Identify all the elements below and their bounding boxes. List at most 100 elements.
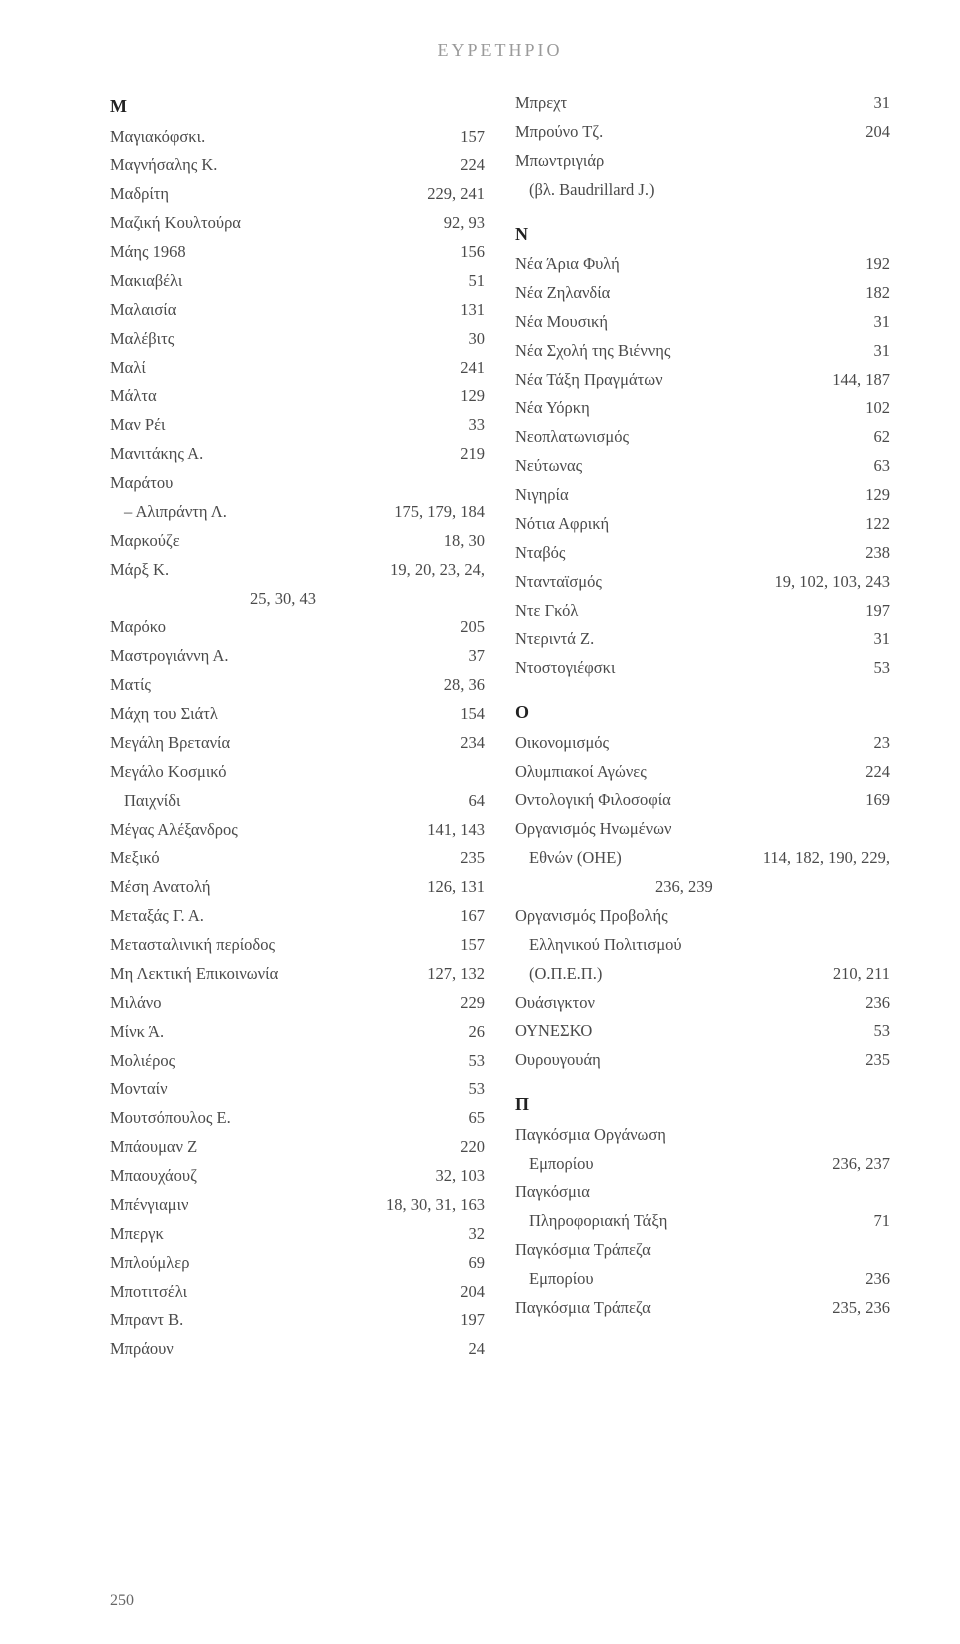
index-term: Μάρξ Κ. [110,556,382,585]
section-letter: Ν [515,219,890,251]
index-pages: 127, 132 [419,960,485,989]
index-pages: 19, 20, 23, 24, [382,556,485,585]
index-row: Μπωντριγιάρ [515,147,890,176]
index-row: (Ο.Π.Ε.Π.)210, 211 [515,960,890,989]
index-pages: 62 [866,423,891,452]
index-row: Μεξικό235 [110,844,485,873]
index-row: Οικονομισμός23 [515,729,890,758]
index-row: – Αλιπράντη Λ.175, 179, 184 [110,498,485,527]
index-row: Μαγνήσαλης Κ.224 [110,151,485,180]
index-term: Μουτσόπουλος Ε. [110,1104,461,1133]
index-pages: 53 [866,1017,891,1046]
index-term: Μεταξάς Γ. Α. [110,902,452,931]
index-row: Μάρξ Κ.19, 20, 23, 24, [110,556,485,585]
index-term: Μπρούνο Τζ. [515,118,857,147]
index-pages: 192 [857,250,890,279]
index-pages: 23 [866,729,891,758]
index-term: Ουάσιγκτον [515,989,857,1018]
index-pages: 235 [452,844,485,873]
index-term: Οικονομισμός [515,729,866,758]
index-term: Μαγνήσαλης Κ. [110,151,452,180]
index-term: Μαστρογιάννη Α. [110,642,461,671]
index-row: Μεγάλο Κοσμικό [110,758,485,787]
index-row: Μαλαισία131 [110,296,485,325]
index-row: Νότια Αφρική122 [515,510,890,539]
index-row: Μαγιακόφσκι.157 [110,123,485,152]
index-pages: 157 [452,123,485,152]
index-term: Μίνκ Ά. [110,1018,461,1047]
index-term: Νότια Αφρική [515,510,857,539]
index-row: Ντεριντά Ζ.31 [515,625,890,654]
index-term: Μαρκούζε [110,527,436,556]
index-term: Ντεριντά Ζ. [515,625,866,654]
index-row: Νταβός238 [515,539,890,568]
index-row: Μποτιτσέλι204 [110,1278,485,1307]
index-row: Μπαουχάουζ32, 103 [110,1162,485,1191]
index-pages: 28, 36 [436,671,485,700]
index-row: Παιχνίδι64 [110,787,485,816]
index-pages: 236, 237 [824,1150,890,1179]
index-row: Εθνών (ΟΗΕ)114, 182, 190, 229, [515,844,890,873]
index-term: Νέα Μουσική [515,308,866,337]
index-term: Παγκόσμια [515,1178,882,1207]
index-pages: 114, 182, 190, 229, [755,844,890,873]
index-term: (Ο.Π.Ε.Π.) [515,960,825,989]
index-term: Οντολογική Φιλοσοφία [515,786,857,815]
index-term: (βλ. Baudrillard J.) [515,176,882,205]
index-term: Νέα Σχολή της Βιέννης [515,337,866,366]
index-pages: 204 [452,1278,485,1307]
index-pages: 33 [461,411,486,440]
index-pages: 31 [866,308,891,337]
index-term: – Αλιπράντη Λ. [110,498,386,527]
index-pages: 141, 143 [419,816,485,845]
index-row: Μαλέβιτς30 [110,325,485,354]
index-pages: 236, 239 [515,873,713,902]
index-term: Παγκόσμια Οργάνωση [515,1121,882,1150]
index-pages: 53 [461,1047,486,1076]
index-pages: 102 [857,394,890,423]
index-pages: 26 [461,1018,486,1047]
index-pages: 219 [452,440,485,469]
index-row: Μαρκούζε18, 30 [110,527,485,556]
index-row: Μεγάλη Βρετανία234 [110,729,485,758]
index-pages: 169 [857,786,890,815]
index-term: Μαγιακόφσκι. [110,123,452,152]
index-term: Εμπορίου [515,1150,824,1179]
index-row: Ολυμπιακοί Αγώνες224 [515,758,890,787]
index-pages: 205 [452,613,485,642]
index-row: Νεοπλατωνισμός62 [515,423,890,452]
index-term: Νέα Υόρκη [515,394,857,423]
index-term: Μπένγιαμιν [110,1191,378,1220]
index-term: Οργανισμός Ηνωμένων [515,815,882,844]
index-term: Μάλτα [110,382,452,411]
index-term: Νέα Τάξη Πραγμάτων [515,366,824,395]
index-pages: 220 [452,1133,485,1162]
index-term: Μέγας Αλέξανδρος [110,816,419,845]
index-row: Μολιέρος53 [110,1047,485,1076]
index-term: Νεύτωνας [515,452,866,481]
index-term: Μολιέρος [110,1047,461,1076]
index-row: Ντε Γκόλ197 [515,597,890,626]
index-term: Νέα Ζηλανδία [515,279,857,308]
index-pages: 53 [866,654,891,683]
index-row: Ελληνικού Πολιτισμού [515,931,890,960]
index-term: Μη Λεκτική Επικοινωνία [110,960,419,989]
index-pages: 63 [866,452,891,481]
index-row: Παγκόσμια Τράπεζα [515,1236,890,1265]
index-row: Μπρεχτ31 [515,89,890,118]
index-term: Μέση Ανατολή [110,873,419,902]
index-row: Μέση Ανατολή126, 131 [110,873,485,902]
index-term: Οργανισμός Προβολής [515,902,882,931]
index-row: Μαλί241 [110,354,485,383]
index-pages: 92, 93 [436,209,485,238]
index-row: Παγκόσμια Τράπεζα235, 236 [515,1294,890,1323]
index-pages: 236 [857,989,890,1018]
index-row: Μανιτάκης Α.219 [110,440,485,469]
index-row: Ουρουγουάη235 [515,1046,890,1075]
index-pages: 235, 236 [824,1294,890,1323]
index-pages: 64 [461,787,486,816]
index-term: Μεξικό [110,844,452,873]
index-pages: 37 [461,642,486,671]
index-term: Μιλάνο [110,989,452,1018]
index-row: Παγκόσμια Οργάνωση [515,1121,890,1150]
